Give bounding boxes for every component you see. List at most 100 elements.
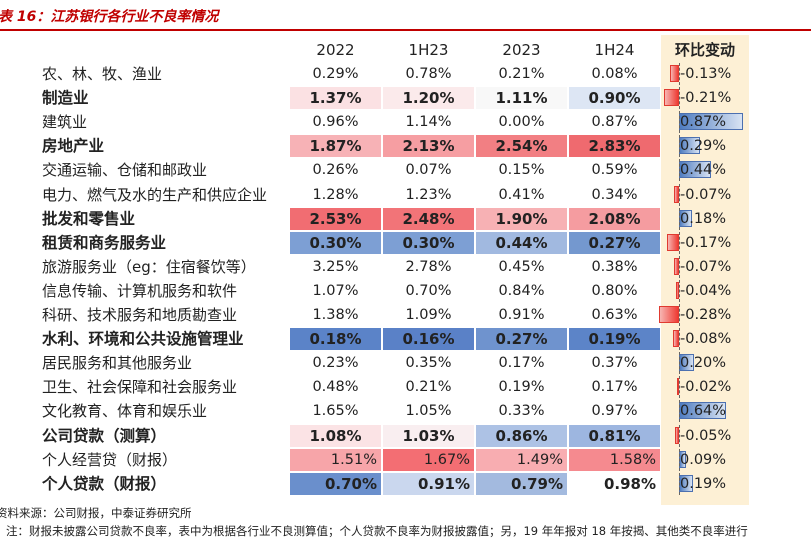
value-cell: 3.25% xyxy=(290,255,381,278)
change-bar xyxy=(676,281,679,299)
value-cell: 0.86% xyxy=(476,424,567,447)
row-label: 旅游服务业（eg：住宿餐饮等） xyxy=(42,257,256,276)
change-axis xyxy=(679,231,680,254)
value-cell: 0.80% xyxy=(569,279,660,302)
change-cell: 0.09% xyxy=(667,448,749,472)
change-value: -0.21% xyxy=(680,90,732,107)
change-axis xyxy=(679,183,680,206)
change-axis xyxy=(679,63,680,85)
value-cell: 1.67% xyxy=(383,448,474,471)
row-label: 房地产业 xyxy=(42,137,105,156)
value-cell: 1.58% xyxy=(569,448,660,471)
value-cell: 0.97% xyxy=(569,400,660,423)
value-cell: 0.98% xyxy=(569,472,660,495)
change-axis xyxy=(679,400,680,423)
table-row: 制造业 1.37% 1.20% 1.11% 0.90% -0.21% xyxy=(0,86,811,110)
table-row: 个人经营贷（财报） 1.51% 1.67% 1.49% 1.58% 0.09% xyxy=(0,448,811,472)
table-row: 水利、环境和公共设施管理业 0.18% 0.16% 0.27% 0.19% -0.08% xyxy=(0,327,811,351)
row-label: 信息传输、计算机服务和软件 xyxy=(42,281,238,300)
header-change: 环比变动 xyxy=(674,41,735,59)
row-label: 租赁和商务服务业 xyxy=(42,233,167,252)
row-label: 个人经营贷（财报） xyxy=(42,450,178,469)
change-bar xyxy=(673,185,679,203)
change-cell: 0.18% xyxy=(667,207,749,231)
note-text: 注：财报未披露公司贷款不良率，表中为根据各行业不良测算值；个人贷款不良率为财报披… xyxy=(6,524,748,538)
table-row: 科研、技术服务和地质勘查业 1.38% 1.09% 0.91% 0.63% -0.28% xyxy=(0,303,811,327)
value-cell: 0.27% xyxy=(569,231,660,254)
change-cell: -0.02% xyxy=(667,375,749,399)
value-cell: 0.26% xyxy=(290,159,381,182)
value-cell: 0.21% xyxy=(383,376,474,399)
change-value: 0.09% xyxy=(680,451,727,468)
value-cell: 0.35% xyxy=(383,352,474,375)
value-cell: 1.14% xyxy=(383,111,474,134)
change-value: -0.04% xyxy=(680,282,732,299)
value-cell: 1.49% xyxy=(476,448,567,471)
change-value: -0.07% xyxy=(680,186,732,203)
table-row: 文化教育、体育和娱乐业 1.65% 1.05% 0.33% 0.97% 0.64% xyxy=(0,399,811,423)
change-cell: 0.64% xyxy=(667,399,749,423)
value-cell: 1.05% xyxy=(383,400,474,423)
change-cell: -0.08% xyxy=(667,327,749,351)
value-cell: 0.27% xyxy=(476,328,567,351)
row-label: 批发和零售业 xyxy=(42,209,136,228)
change-cell: 0.44% xyxy=(667,158,749,182)
value-cell: 1.11% xyxy=(476,87,567,110)
value-cell: 0.91% xyxy=(383,472,474,495)
table-row: 信息传输、计算机服务和软件 1.07% 0.70% 0.84% 0.80% -0.04% xyxy=(0,279,811,303)
value-cell: 0.16% xyxy=(383,328,474,351)
change-axis xyxy=(679,448,680,471)
value-cell: 0.18% xyxy=(290,328,381,351)
value-cell: 0.17% xyxy=(569,376,660,399)
table-title: 表 16：江苏银行各行业不良率情况 xyxy=(0,9,219,25)
value-cell: 0.87% xyxy=(569,111,660,134)
change-axis xyxy=(679,255,680,278)
header-2023: 2023 xyxy=(502,41,541,59)
change-value: -0.13% xyxy=(680,66,732,82)
change-axis xyxy=(679,159,680,182)
value-cell: 0.90% xyxy=(569,87,660,110)
value-cell: 0.81% xyxy=(569,424,660,447)
change-cell: 0.19% xyxy=(667,472,749,496)
value-cell: 2.08% xyxy=(569,207,660,230)
value-cell: 1.65% xyxy=(290,400,381,423)
change-value: 0.87% xyxy=(680,114,727,131)
row-label: 科研、技术服务和地质勘查业 xyxy=(42,306,238,324)
value-cell: 1.51% xyxy=(290,448,381,471)
value-cell: 0.70% xyxy=(290,472,381,495)
value-cell: 0.59% xyxy=(569,159,660,182)
change-value: 0.44% xyxy=(680,162,727,179)
value-cell: 1.90% xyxy=(476,207,567,230)
value-cell: 0.63% xyxy=(569,304,660,326)
change-bar xyxy=(673,330,679,348)
value-cell: 0.70% xyxy=(383,279,474,302)
value-cell: 1.23% xyxy=(383,183,474,206)
change-value: -0.02% xyxy=(680,379,732,396)
value-cell: 1.37% xyxy=(290,87,381,110)
value-cell: 2.48% xyxy=(383,207,474,230)
table-row: 卫生、社会保障和社会服务业 0.48% 0.21% 0.19% 0.17% -0.02% xyxy=(0,375,811,399)
table-row: 居民服务和其他服务业 0.23% 0.35% 0.17% 0.37% 0.20% xyxy=(0,351,811,375)
change-value: 0.20% xyxy=(680,355,727,372)
value-cell: 0.29% xyxy=(290,63,381,85)
change-bar xyxy=(663,89,679,107)
table-row: 公司贷款（测算） 1.08% 1.03% 0.86% 0.81% -0.05% xyxy=(0,424,811,448)
value-cell: 0.41% xyxy=(476,183,567,206)
value-cell: 1.07% xyxy=(290,279,381,302)
value-cell: 0.45% xyxy=(476,255,567,278)
change-axis xyxy=(679,87,680,110)
table-row: 旅游服务业（eg：住宿餐饮等） 3.25% 2.78% 0.45% 0.38% -0.07… xyxy=(0,255,811,279)
change-value: -0.28% xyxy=(680,307,732,323)
value-cell: 0.07% xyxy=(383,159,474,182)
change-cell: 0.87% xyxy=(667,110,749,134)
change-cell: -0.17% xyxy=(666,231,749,255)
table-row: 批发和零售业 2.53% 2.48% 1.90% 2.08% 0.18% xyxy=(0,207,811,231)
change-axis xyxy=(679,376,680,399)
change-cell: 0.29% xyxy=(667,134,749,158)
row-label: 水利、环境和公共设施管理业 xyxy=(42,330,244,349)
row-label: 交通运输、仓储和邮政业 xyxy=(42,161,208,180)
value-cell: 0.33% xyxy=(476,400,567,423)
value-cell: 2.53% xyxy=(290,207,381,230)
change-cell: -0.13% xyxy=(667,62,749,86)
source-text: 资料来源：公司财报，中泰证券研究所 xyxy=(0,506,192,520)
